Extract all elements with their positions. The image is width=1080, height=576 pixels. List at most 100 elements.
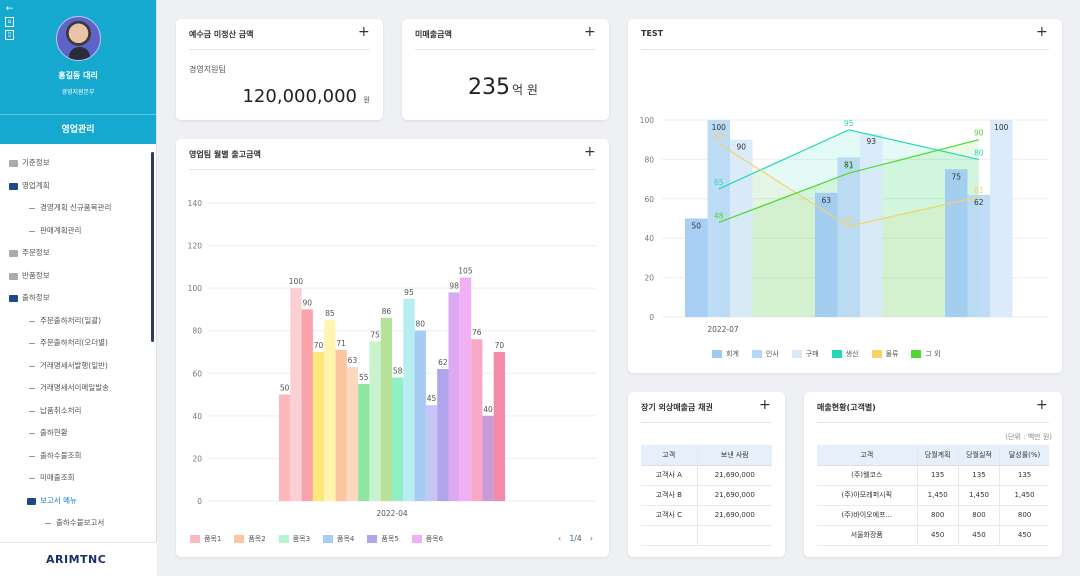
bar[interactable] [448,292,460,501]
bar-value-label: 86 [382,307,392,316]
bar[interactable] [707,120,731,317]
sidebar-item[interactable]: 주문출하처리(일괄) [0,310,150,333]
bar[interactable] [471,339,483,501]
sidebar-item[interactable]: 반품정보 [0,265,150,288]
bar[interactable] [301,309,313,501]
table-row[interactable]: (주)아모레퍼시픽 1,450 1,450 1,450 [817,485,1049,506]
legend-item[interactable]: 품목3 [278,534,310,544]
sidebar-item[interactable]: 출하수불보고서(일별) [0,535,150,539]
table-header[interactable]: 고객 [641,445,698,466]
table-header[interactable]: 당월실적 [958,445,1001,466]
bar[interactable] [860,133,883,317]
sidebar-item[interactable]: 보고서 메뉴 [0,490,150,513]
back-arrow-icon[interactable]: ← [5,4,14,14]
sidebar-item[interactable]: 경영계획 신규품목관리 [0,197,150,220]
bar[interactable] [290,288,302,501]
bar[interactable] [437,369,449,501]
plus-icon[interactable]: + [1036,24,1048,40]
sidebar-item[interactable]: 출하수불조회 [0,445,150,468]
sidebar-scrollbar[interactable] [151,152,154,342]
table-row[interactable]: 고객사 A 21,690,000 [641,465,772,486]
table-row[interactable]: (주)바이오에프... 800 800 800 [817,505,1049,526]
table-header[interactable]: 당월계획 [917,445,959,466]
sidebar-item[interactable]: 출하현황 [0,422,150,445]
sidebar-item[interactable]: 미매출조회 [0,467,150,490]
deposit-value: 120,000,000 [242,86,357,107]
next-page-icon[interactable]: › [590,534,593,543]
bookmark-icon[interactable]: ▯ [5,30,14,40]
sidebar-item[interactable]: 기준정보 [0,152,150,175]
bar[interactable] [815,192,838,317]
legend-item[interactable]: 인사 [751,349,779,359]
legend-item[interactable]: 그 외 [911,349,941,359]
bar[interactable] [358,383,370,501]
avatar[interactable] [56,16,101,61]
table-header[interactable]: 보낸 사람 [697,445,772,466]
bar[interactable] [380,317,392,501]
tree-line-icon [29,320,35,322]
bar[interactable] [414,330,426,501]
bar[interactable] [392,377,404,501]
plus-icon[interactable]: + [358,24,370,40]
tree-line-icon [29,365,35,367]
bar[interactable] [459,277,472,502]
sidebar-item[interactable]: 출하정보 [0,287,150,310]
plus-icon[interactable]: + [584,144,596,160]
sidebar-item[interactable]: 거래명세서이메일발송 [0,377,150,400]
table-header[interactable]: 고객 [817,445,918,466]
sidebar-item[interactable]: 주문정보 [0,242,150,265]
table-cell: 1,450 [999,485,1049,506]
deposit-unit: 원 [363,96,370,104]
sidebar-item[interactable]: 판매계획관리 [0,220,150,243]
bar[interactable] [730,139,753,317]
sidebar-item[interactable]: 납품취소처리 [0,400,150,423]
table-row[interactable] [641,525,772,546]
legend-item[interactable]: 구매 [791,349,819,359]
table-header[interactable]: 달성률(%) [999,445,1049,466]
bar[interactable] [685,218,708,318]
bar[interactable] [346,366,359,501]
legend-item[interactable]: 품목2 [234,534,266,544]
bar[interactable] [945,169,968,317]
bar[interactable] [312,352,325,501]
bar[interactable] [324,320,336,501]
bar[interactable] [335,349,347,501]
table-row[interactable]: 서울화장품 450 450 450 [817,525,1049,546]
table-row[interactable]: (주)웰코스 135 135 135 [817,465,1049,486]
legend-item[interactable]: 품목4 [323,534,354,544]
sidebar-item-label: 거래명세서발행(일반) [40,360,108,370]
bar-value-label: 71 [336,339,346,348]
bar[interactable] [493,352,505,501]
bar[interactable] [482,415,494,501]
plus-icon[interactable]: + [759,397,771,413]
plus-icon[interactable]: + [584,24,596,40]
table-row[interactable]: 고객사 C 21,690,000 [641,505,772,526]
sidebar-item[interactable]: 출하수불보고서 [0,512,150,535]
sidebar-item[interactable]: 주문출하처리(오더별) [0,332,150,355]
legend-item[interactable]: 물류 [871,349,898,359]
bar[interactable] [403,298,415,501]
table-row[interactable]: 고객사 B 21,690,000 [641,485,772,506]
series-line[interactable] [718,139,979,224]
section-title[interactable]: 영업관리 [0,114,156,144]
bar[interactable] [279,394,291,501]
bar[interactable] [990,120,1013,317]
bar[interactable] [369,341,381,501]
sidebar-item[interactable]: 거래명세서발행(일반) [0,355,150,378]
legend-item[interactable]: 품목1 [190,534,221,544]
bar[interactable] [967,194,991,317]
plus-icon[interactable]: + [1036,397,1048,413]
bar[interactable] [837,157,861,317]
bar[interactable] [425,405,438,501]
legend-item[interactable]: 생산 [831,349,859,359]
sidebar-item-label: 기준정보 [22,158,50,167]
legend-item[interactable]: 품목5 [367,534,399,544]
series-line[interactable] [718,129,979,190]
legend-item[interactable]: 품목6 [411,534,443,544]
sidebar-item[interactable]: 영업계획 [0,175,150,198]
home-icon[interactable]: ⌂ [5,17,14,27]
folder-open-icon [27,497,36,505]
legend-item[interactable]: 회계 [712,349,739,359]
series-line[interactable] [718,143,979,228]
prev-page-icon[interactable]: ‹ [558,534,562,543]
